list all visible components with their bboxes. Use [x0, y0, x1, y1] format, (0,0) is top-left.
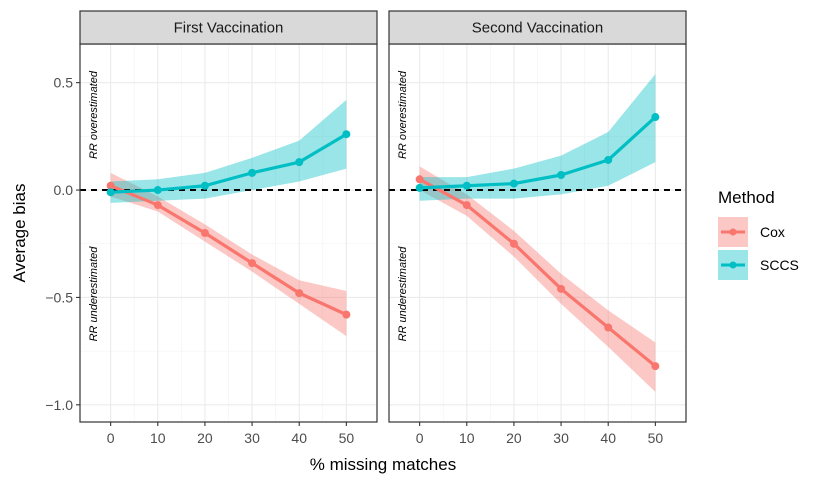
sccs-point — [153, 186, 162, 195]
cox-point — [415, 175, 424, 184]
sccs-point — [200, 181, 209, 190]
sccs-line — [110, 132, 348, 194]
cox-point — [153, 201, 162, 210]
facet-strip-title: First Vaccination — [174, 20, 284, 37]
x-tick-label: 0 — [416, 430, 424, 446]
sccs-line — [419, 115, 657, 190]
cox-point — [200, 229, 209, 237]
legend-key-point — [729, 228, 737, 236]
annotation-rr-underestimated: RR underestimated — [88, 246, 100, 342]
panel-1: RR overestimated RR underestimated First V… — [79, 10, 378, 446]
cox-point — [557, 284, 566, 293]
sccs-point — [651, 113, 660, 122]
x-tick-label: 50 — [339, 430, 355, 446]
sccs-point — [604, 155, 613, 164]
facet-strip-title: Second Vaccination — [472, 20, 603, 37]
x-tick-label: 30 — [553, 430, 569, 446]
annotation-rr-underestimated: RR underestimated — [397, 246, 409, 342]
x-tick-label: 50 — [648, 430, 664, 446]
cox-point — [295, 289, 304, 298]
legend: Method Cox SCCS — [718, 188, 799, 280]
panel-2: RR overestimated RR underestimated Second … — [388, 10, 687, 446]
x-tick-label: 40 — [291, 430, 307, 446]
cox-point — [342, 310, 351, 319]
legend-key-point — [729, 261, 737, 269]
legend-label: SCCS — [760, 257, 799, 273]
x-tick-label: 20 — [506, 430, 522, 446]
facet-strip — [79, 10, 378, 45]
sccs-point — [415, 183, 424, 192]
y-axis-title: Average bias — [10, 184, 29, 283]
sccs-point — [295, 158, 304, 167]
sccs-point — [106, 188, 115, 197]
cox-point — [462, 201, 471, 210]
y-tick-label: 0.5 — [54, 75, 74, 91]
x-tick-label: 30 — [244, 430, 260, 446]
sccs-point — [248, 168, 257, 177]
cox-ribbon — [419, 166, 656, 392]
x-tick-label: 40 — [600, 430, 616, 446]
y-tick-label: −0.5 — [45, 289, 73, 305]
sccs-point — [342, 130, 351, 139]
cox-point — [106, 181, 115, 190]
annotation-rr-overestimated: RR overestimated — [397, 70, 409, 159]
panels: RR overestimated RR underestimated First V… — [45, 10, 687, 446]
sccs-ribbon — [419, 74, 656, 201]
y-tick-label: −1.0 — [45, 397, 73, 413]
y-tick-label: 0.0 — [54, 182, 74, 198]
annotation-rr-overestimated: RR overestimated — [88, 70, 100, 159]
sccs-point — [462, 181, 471, 190]
cox-point — [651, 362, 660, 371]
axis-titles: % missing matches Average bias — [10, 184, 456, 474]
cox-line — [418, 177, 657, 368]
sccs-point — [557, 171, 566, 180]
cox-line — [110, 184, 348, 317]
y-axis: 0.5 0.0 −0.5 −1.0 — [45, 75, 80, 413]
legend-label: Cox — [760, 224, 785, 240]
x-tick-label: 10 — [150, 430, 166, 446]
legend-item-cox: Cox — [718, 217, 785, 247]
cox-point — [604, 323, 613, 332]
x-axis-title: % missing matches — [310, 455, 456, 474]
cox-point — [509, 239, 518, 248]
sccs-point — [509, 179, 518, 188]
cox-point — [248, 259, 257, 268]
legend-title: Method — [718, 188, 775, 207]
legend-item-sccs: SCCS — [718, 250, 799, 280]
facet-strip — [388, 10, 687, 45]
x-tick-label: 10 — [459, 430, 475, 446]
x-tick-label: 20 — [197, 430, 213, 446]
x-tick-label: 0 — [107, 430, 115, 446]
sccs-ribbon — [110, 99, 347, 203]
